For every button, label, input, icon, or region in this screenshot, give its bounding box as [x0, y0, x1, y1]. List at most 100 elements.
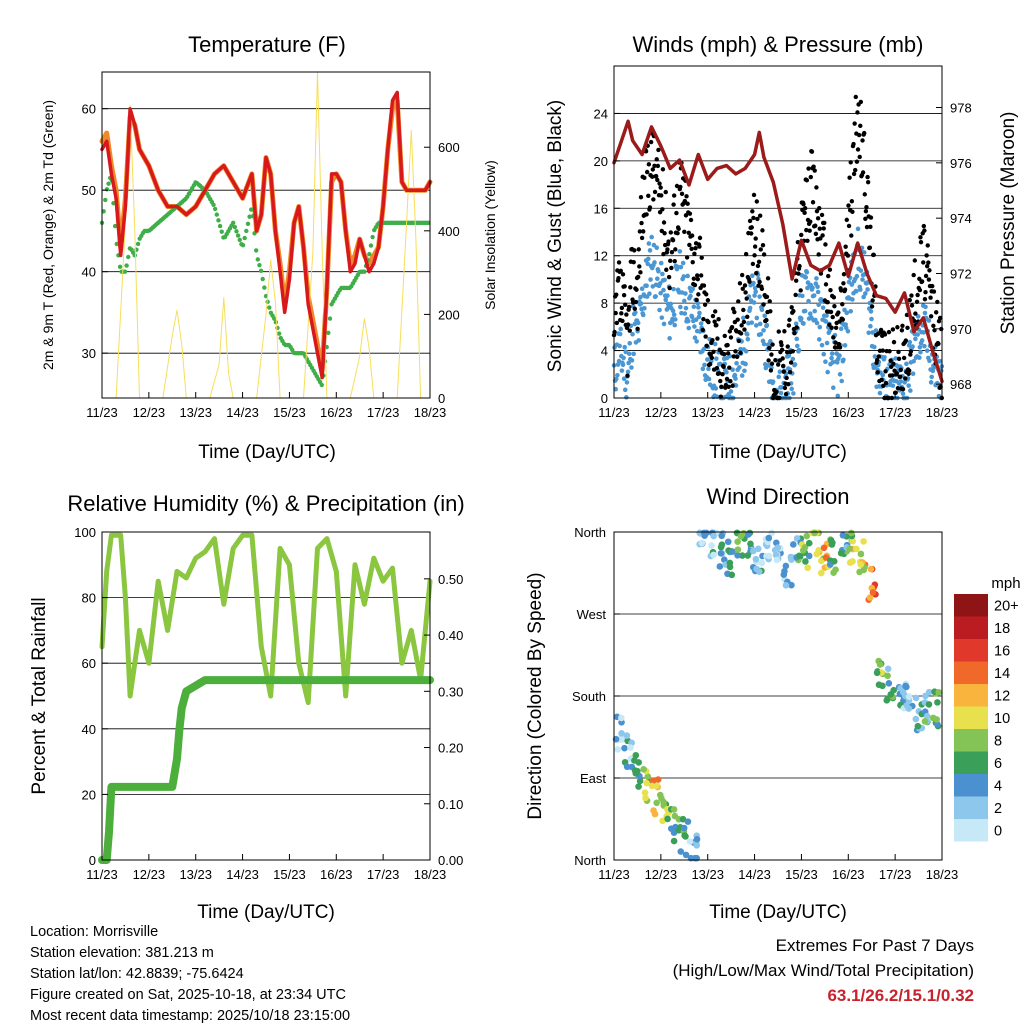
dewpoint-point — [216, 218, 221, 223]
gust-point — [728, 335, 734, 340]
gust-point — [860, 170, 866, 175]
direction-point — [734, 552, 741, 559]
wind-point — [858, 268, 864, 273]
direction-xlabel: Time (Day/UTC) — [709, 902, 847, 923]
y-tick-label: 80 — [82, 591, 96, 606]
direction-panel: Wind Direction NorthEastSouthWestNorth11… — [525, 484, 1021, 923]
wind-point — [761, 328, 766, 333]
wind-point — [742, 368, 747, 374]
wind-point — [848, 308, 854, 314]
winds-title: Winds (mph) & Pressure (mb) — [633, 32, 924, 57]
extremes-subtitle: (High/Low/Max Wind/Total Precipitation) — [672, 961, 974, 980]
y-tick-label: North — [574, 853, 606, 868]
wind-point — [640, 312, 646, 318]
gust-point — [896, 356, 902, 362]
gust-point — [808, 219, 813, 224]
direction-point — [754, 545, 762, 553]
gust-point — [823, 282, 829, 287]
gust-point — [701, 283, 707, 288]
colorbar-level-label: 18 — [994, 621, 1010, 637]
temperature-ylabel: 2m & 9m T (Red, Orange) & 2m Td (Green) — [40, 100, 56, 370]
gust-point — [936, 341, 941, 347]
direction-point — [632, 769, 640, 777]
direction-point — [677, 848, 685, 855]
wind-point — [779, 385, 784, 390]
wind-point — [890, 383, 896, 388]
dewpoint-point — [370, 234, 375, 240]
speed-colorbar: 0 2 4 6 8 10 12 14 16 18 20+ — [954, 594, 1019, 842]
wind-point — [670, 308, 676, 314]
x-tick-label: 13/23 — [179, 405, 212, 420]
gust-point — [623, 302, 628, 308]
direction-point — [618, 714, 625, 722]
dewpoint-point — [242, 235, 247, 241]
wind-point — [686, 325, 692, 331]
direction-point — [765, 534, 773, 542]
gust-point — [935, 299, 940, 305]
gust-point — [669, 265, 674, 271]
gust-point — [687, 211, 693, 216]
wind-point — [922, 310, 928, 316]
gust-point — [900, 386, 906, 392]
gust-point — [926, 260, 931, 265]
gust-point — [682, 229, 687, 234]
wind-point — [617, 343, 622, 349]
humidity-ylabel: Percent & Total Rainfall — [29, 597, 50, 794]
y2-tick-label: 0.50 — [438, 572, 463, 587]
direction-point — [718, 532, 726, 540]
dewpoint-point — [217, 223, 223, 229]
wind-point — [713, 386, 719, 391]
gust-point — [770, 342, 775, 347]
gust-point — [878, 327, 884, 333]
gust-point — [727, 329, 733, 334]
direction-point — [623, 763, 631, 771]
direction-point — [614, 746, 622, 753]
wind-point — [636, 338, 642, 343]
wind-point — [842, 343, 848, 348]
gust-point — [638, 195, 644, 200]
dewpoint-point — [326, 330, 331, 335]
gust-point — [792, 331, 797, 336]
gust-point — [685, 201, 690, 206]
gust-point — [722, 333, 727, 339]
wind-point — [893, 356, 899, 361]
gust-point — [899, 328, 905, 333]
wind-point — [872, 354, 878, 359]
gust-point — [750, 209, 755, 214]
gust-point — [695, 273, 700, 278]
wind-point — [814, 320, 820, 326]
dewpoint-point — [106, 181, 111, 186]
gust-point — [766, 358, 771, 363]
gust-point — [923, 289, 928, 295]
gust-point — [709, 355, 715, 361]
wind-point — [690, 286, 696, 292]
gust-point — [769, 361, 775, 366]
dewpoint-point — [367, 251, 372, 257]
wind-point — [698, 321, 704, 326]
direction-point — [693, 842, 701, 849]
gust-point — [855, 110, 860, 115]
dewpoint-point — [426, 220, 431, 225]
y-tick-label: 0 — [601, 391, 608, 406]
gust-point — [833, 325, 839, 331]
gust-point — [632, 306, 638, 311]
y-tick-label: 8 — [601, 296, 608, 311]
wind-point — [867, 300, 873, 306]
wind-point — [751, 300, 757, 305]
gust-point — [865, 174, 870, 180]
gust-point — [775, 362, 781, 367]
direction-point — [642, 794, 649, 802]
wind-point — [926, 318, 932, 323]
gust-point — [712, 319, 717, 324]
wind-point — [677, 249, 683, 254]
wind-point — [922, 343, 927, 349]
gust-point — [727, 365, 732, 370]
gust-point — [773, 357, 778, 363]
gust-point — [725, 351, 731, 356]
gust-point — [736, 299, 741, 304]
direction-point — [644, 773, 652, 780]
wind-point — [646, 241, 652, 246]
colorbar-swatch — [954, 616, 988, 639]
wind-point — [843, 322, 848, 327]
dewpoint-point — [245, 221, 251, 226]
